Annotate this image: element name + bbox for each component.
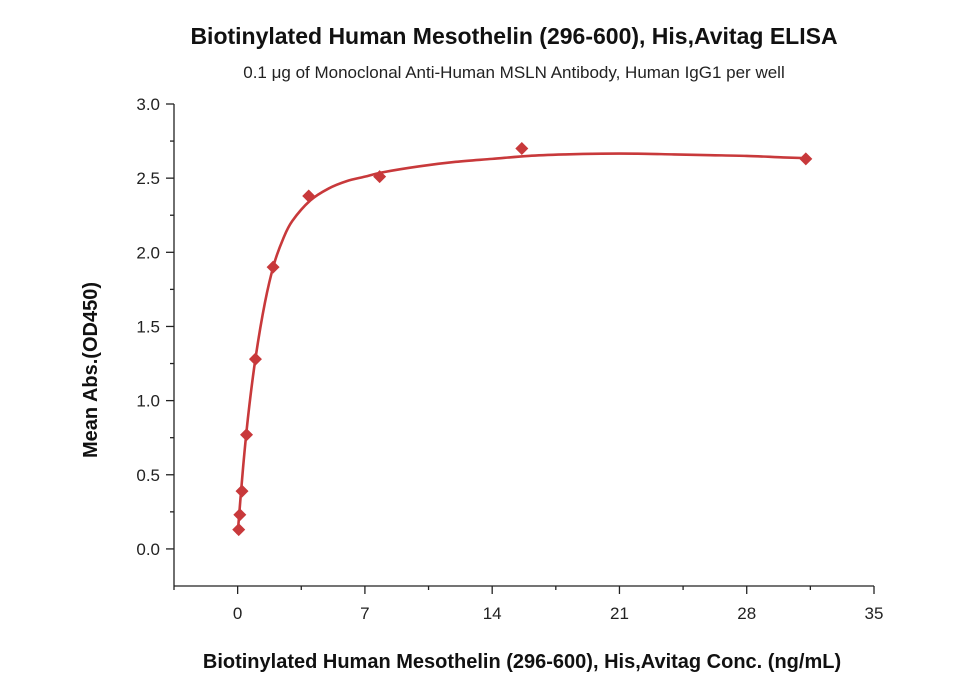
- x-tick-label: 35: [865, 604, 884, 623]
- data-points: [232, 141, 813, 537]
- y-tick-label: 0.5: [136, 466, 160, 485]
- chart-title: Biotinylated Human Mesothelin (296-600),…: [190, 23, 837, 49]
- axes: [173, 104, 874, 587]
- data-point-diamond: [302, 189, 316, 203]
- y-tick-label: 3.0: [136, 95, 160, 114]
- data-point-diamond: [232, 523, 246, 537]
- fit-curve: [236, 152, 806, 535]
- data-point-diamond: [799, 152, 813, 166]
- data-point-diamond: [235, 484, 249, 498]
- y-tick-label: 1.0: [136, 392, 160, 411]
- y-axis-title: Mean Abs.(OD450): [80, 282, 102, 458]
- x-tick-label: 0: [233, 604, 242, 623]
- x-tick-label: 28: [737, 604, 756, 623]
- chart-subtitle: 0.1 μg of Monoclonal Anti-Human MSLN Ant…: [243, 63, 784, 82]
- y-tick-label: 0.0: [136, 540, 160, 559]
- x-tick-label: 7: [360, 604, 369, 623]
- tick-marks: [166, 103, 875, 594]
- data-point-diamond: [266, 260, 280, 274]
- y-tick-label: 2.0: [136, 243, 160, 262]
- data-point-diamond: [248, 352, 262, 366]
- tick-labels: 0.0 0.5 1.0 1.5 2.0 2.5 3.0 0 7 14 21 28 35: [136, 95, 883, 623]
- data-point-diamond: [233, 508, 247, 522]
- data-point-diamond: [515, 141, 529, 155]
- y-tick-label: 1.5: [136, 317, 160, 336]
- x-axis-title: Biotinylated Human Mesothelin (296-600),…: [203, 651, 841, 673]
- data-point-diamond: [240, 428, 254, 442]
- y-tick-label: 2.5: [136, 169, 160, 188]
- data-point-diamond: [373, 170, 387, 184]
- fit-curve-group: [236, 152, 806, 535]
- x-tick-label: 14: [483, 604, 502, 623]
- x-tick-label: 21: [610, 604, 629, 623]
